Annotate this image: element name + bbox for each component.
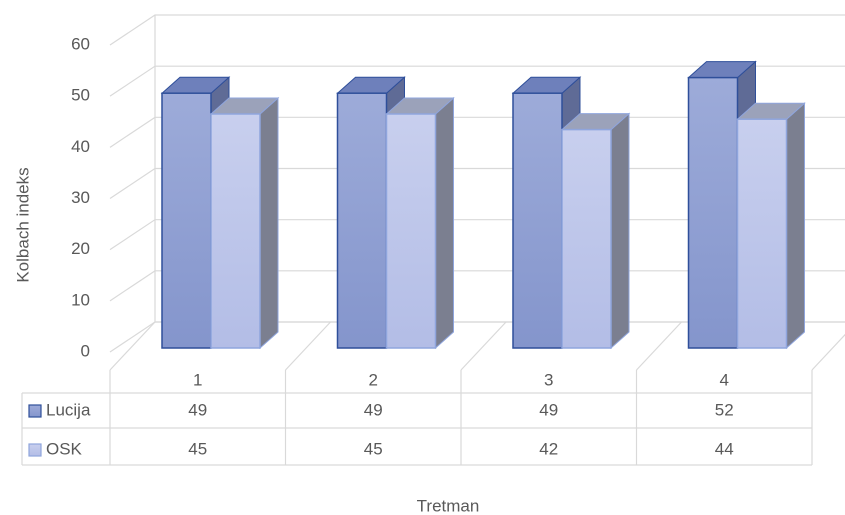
table-value: 45 <box>364 439 383 458</box>
x-tick-label: 2 <box>369 370 378 389</box>
table-value: 49 <box>539 400 558 419</box>
legend-swatch <box>28 404 42 418</box>
table-value: 52 <box>715 400 734 419</box>
legend-swatch <box>28 443 42 457</box>
floor-line <box>285 321 331 371</box>
bar <box>736 118 788 349</box>
x-axis-title: Tretman <box>417 496 480 515</box>
table-value: 44 <box>715 439 734 458</box>
grid-line <box>109 65 845 97</box>
bar-side <box>786 102 805 350</box>
y-tick-label: 0 <box>81 341 90 360</box>
bar-side <box>435 96 454 350</box>
bar <box>385 113 437 349</box>
legend-label: OSK <box>46 439 83 458</box>
y-tick-label: 60 <box>71 34 90 53</box>
y-tick-label: 40 <box>71 137 90 156</box>
x-tick-label: 3 <box>544 370 553 389</box>
y-tick-label: 30 <box>71 188 90 207</box>
floor-line <box>636 321 682 371</box>
bar <box>161 92 212 349</box>
x-tick-label: 1 <box>193 370 202 389</box>
bar <box>561 128 612 349</box>
bar <box>210 113 261 349</box>
floor-line <box>460 321 507 371</box>
table-value: 49 <box>364 400 383 419</box>
table-value: 42 <box>539 439 558 458</box>
bar <box>687 76 739 349</box>
floor-line <box>109 321 156 371</box>
grid-line <box>109 14 845 46</box>
floor-line <box>811 333 845 371</box>
y-axis-title: Kolbach indeks <box>13 167 32 282</box>
bar <box>336 92 388 349</box>
table-value: 49 <box>188 400 207 419</box>
y-tick-label: 10 <box>71 290 90 309</box>
legend-label: Lucija <box>46 400 91 419</box>
x-tick-label: 4 <box>720 370 729 389</box>
bar-side <box>610 112 630 350</box>
bar-side <box>259 96 279 350</box>
y-tick-label: 20 <box>71 239 90 258</box>
bar <box>512 92 563 349</box>
y-tick-label: 50 <box>71 86 90 105</box>
table-value: 45 <box>188 439 207 458</box>
